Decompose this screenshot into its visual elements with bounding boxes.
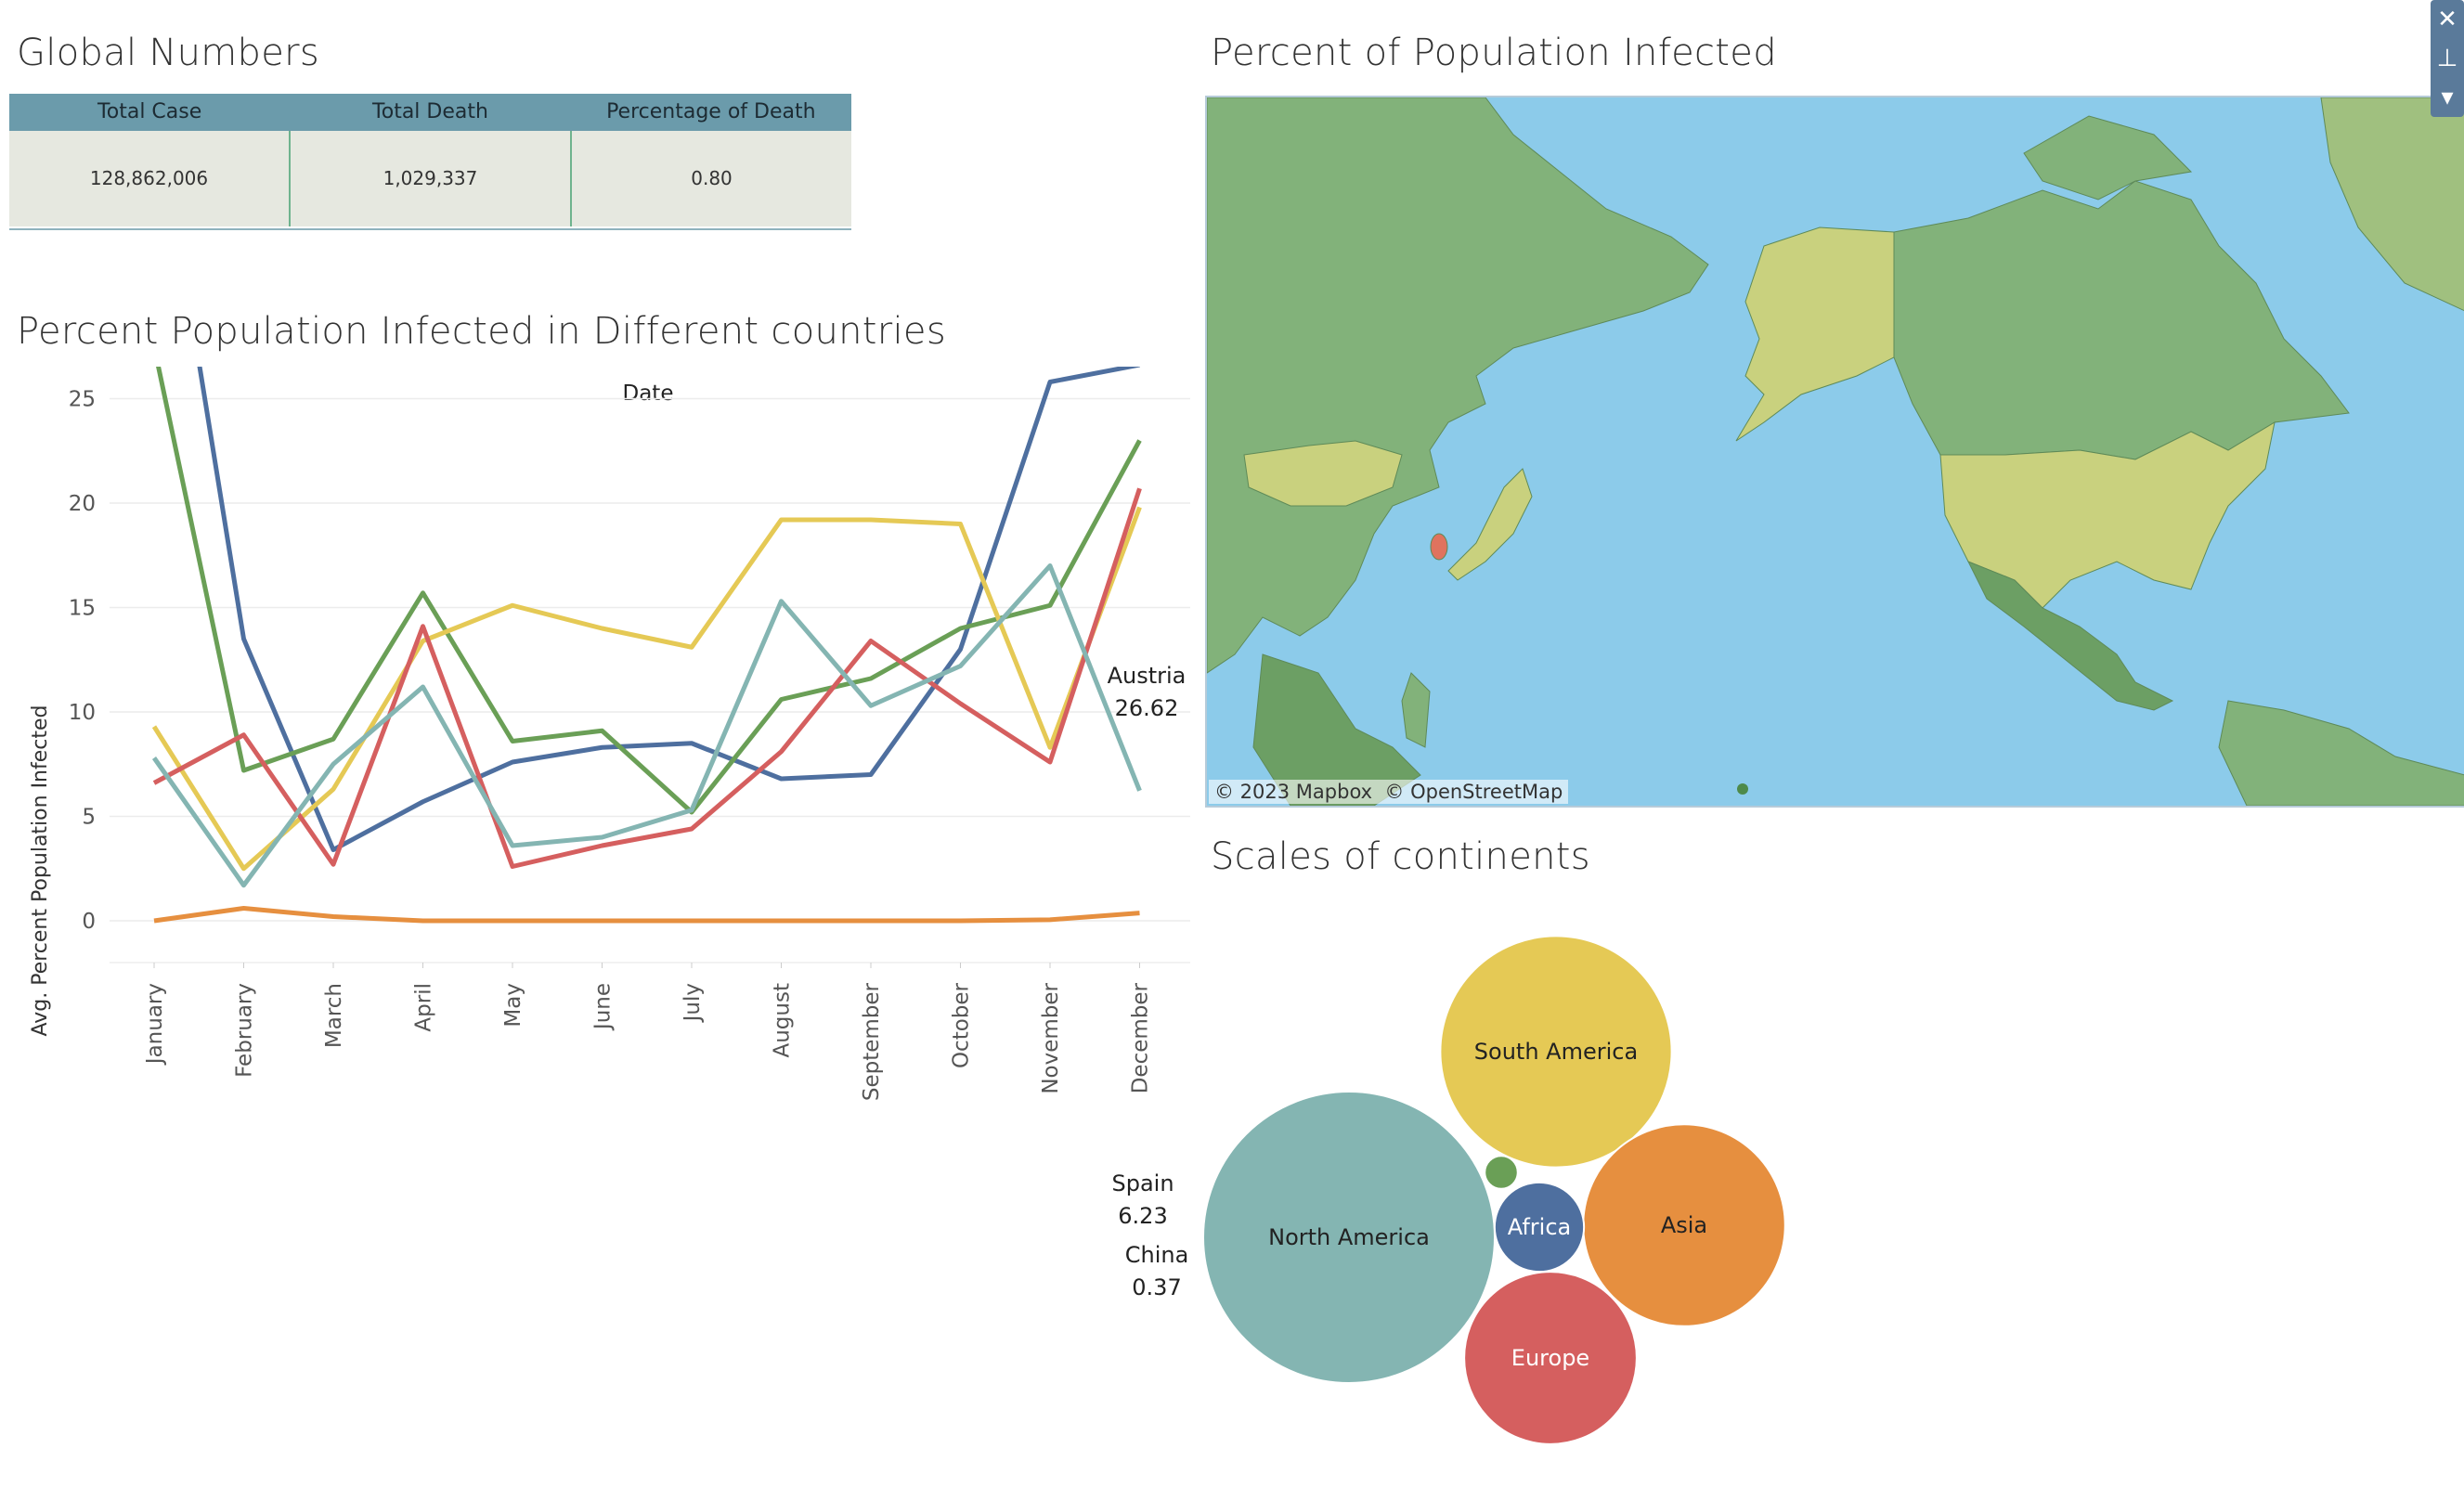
bubble-label: North America <box>1268 1224 1430 1250</box>
x-tick-label: March <box>322 983 346 1048</box>
series-line-china[interactable] <box>153 906 1140 924</box>
series-line-unnamed[interactable] <box>151 506 1142 872</box>
line-chart: Date Avg. Percent Population Infected 0 5… <box>29 367 1190 1300</box>
series-label-name: Spain <box>1111 1170 1174 1196</box>
y-tick-label: 5 <box>82 806 96 830</box>
bubble-north-america[interactable] <box>1202 1091 1496 1384</box>
x-tick-label: November <box>1039 982 1063 1093</box>
x-tick-label: September <box>860 982 884 1101</box>
x-tick-label: July <box>681 983 705 1023</box>
southeast-asia[interactable] <box>1252 653 1421 807</box>
map-attribution[interactable]: © 2023 Mapbox © OpenStreetMap <box>1209 780 1569 804</box>
y-tick-label: 20 <box>69 492 96 516</box>
series-line-unnamed[interactable] <box>154 367 1142 815</box>
chart-series <box>151 367 1142 924</box>
kpi-header-percentage-death: Percentage of Death <box>606 100 816 123</box>
greenland[interactable] <box>2320 97 2464 312</box>
global-numbers-table: Total Case Total Death Percentage of Dea… <box>9 94 851 230</box>
y-axis-label: Avg. Percent Population Infected <box>29 705 52 1036</box>
bubble-label: Asia <box>1661 1212 1707 1238</box>
y-axis-ticks: 0510152025303540 <box>69 388 96 935</box>
x-tick-label: May <box>501 983 525 1028</box>
pin-icon[interactable]: ⊥ <box>2436 45 2458 72</box>
series-line-spain[interactable] <box>151 563 1142 888</box>
bubble-label: Africa <box>1508 1214 1571 1240</box>
south-korea[interactable] <box>1430 533 1448 561</box>
series-line-unnamed[interactable] <box>152 487 1142 869</box>
kpi-value-percentage-death[interactable]: 0.80 <box>691 167 733 189</box>
x-tick-label: February <box>233 983 257 1078</box>
map-canvas[interactable] <box>1206 97 2464 807</box>
map-controls: ✕ ⊥ ▾ <box>2431 0 2464 117</box>
kpi-header-row: Total Case Total Death Percentage of Dea… <box>9 94 851 131</box>
global-numbers-title: Global Numbers <box>17 32 320 74</box>
series-label-name: Austria <box>1108 663 1187 689</box>
series-label-name: China <box>1125 1242 1189 1268</box>
japan[interactable] <box>1447 468 1533 581</box>
pacific-island-marker[interactable] <box>1737 783 1748 795</box>
dropdown-arrow-icon[interactable]: ▾ <box>2441 84 2454 111</box>
asia-landmass[interactable] <box>1206 97 1709 674</box>
series-label-value: 6.23 <box>1118 1203 1167 1229</box>
y-tick-label: 0 <box>82 910 96 934</box>
series-end-labels: Austria 26.62 Spain 6.23 China 0.37 <box>1108 663 1189 1300</box>
y-tick-label: 25 <box>69 388 96 412</box>
bubble-label: South America <box>1474 1039 1638 1065</box>
line-chart-title: Percent Population Infected in Different… <box>17 310 946 353</box>
x-tick-label: October <box>950 982 974 1068</box>
kpi-header-total-case: Total Case <box>97 100 202 123</box>
kpi-value-total-death[interactable]: 1,029,337 <box>291 131 572 226</box>
world-map[interactable]: © 2023 Mapbox © OpenStreetMap <box>1205 96 2464 808</box>
series-line-austria[interactable] <box>154 367 1140 852</box>
mongolia[interactable] <box>1243 440 1403 507</box>
chart-gridlines <box>110 397 1190 963</box>
x-tick-label: August <box>771 983 795 1058</box>
kpi-value-total-case[interactable]: 128,862,006 <box>9 131 291 226</box>
x-axis-ticks: January February March April May June July Augu… <box>143 963 1153 1101</box>
close-icon[interactable]: ✕ <box>2437 6 2458 33</box>
series-label-value: 26.62 <box>1115 695 1179 721</box>
bubble-unlabeled[interactable] <box>1484 1155 1519 1190</box>
south-america[interactable] <box>2218 700 2464 807</box>
x-axis-top-label: Date <box>623 381 674 406</box>
map-title: Percent of Population Infected <box>1211 32 1777 74</box>
bubble-label: Europe <box>1511 1345 1589 1371</box>
y-tick-label: 15 <box>69 597 96 621</box>
kpi-value-row: 128,862,006 1,029,337 0.80 <box>9 131 851 226</box>
bubble-africa[interactable] <box>1493 1181 1586 1274</box>
arctic-islands[interactable] <box>2023 115 2193 200</box>
bubble-chart-title: Scales of continents <box>1211 835 1590 878</box>
bubble-europe[interactable] <box>1463 1271 1638 1445</box>
x-tick-label: April <box>412 983 436 1032</box>
x-tick-label: June <box>591 983 616 1031</box>
x-tick-label: December <box>1129 982 1153 1093</box>
mexico[interactable] <box>1966 561 2174 711</box>
kpi-header-total-death: Total Death <box>372 100 488 123</box>
bubble-chart: North America South America Asia Europe Afri… <box>1202 935 1786 1445</box>
bubble-south-america[interactable] <box>1439 935 1673 1169</box>
philippines[interactable] <box>1401 672 1431 748</box>
y-tick-label: 10 <box>69 701 96 725</box>
series-label-value: 0.37 <box>1132 1274 1181 1300</box>
x-tick-label: January <box>143 983 167 1066</box>
